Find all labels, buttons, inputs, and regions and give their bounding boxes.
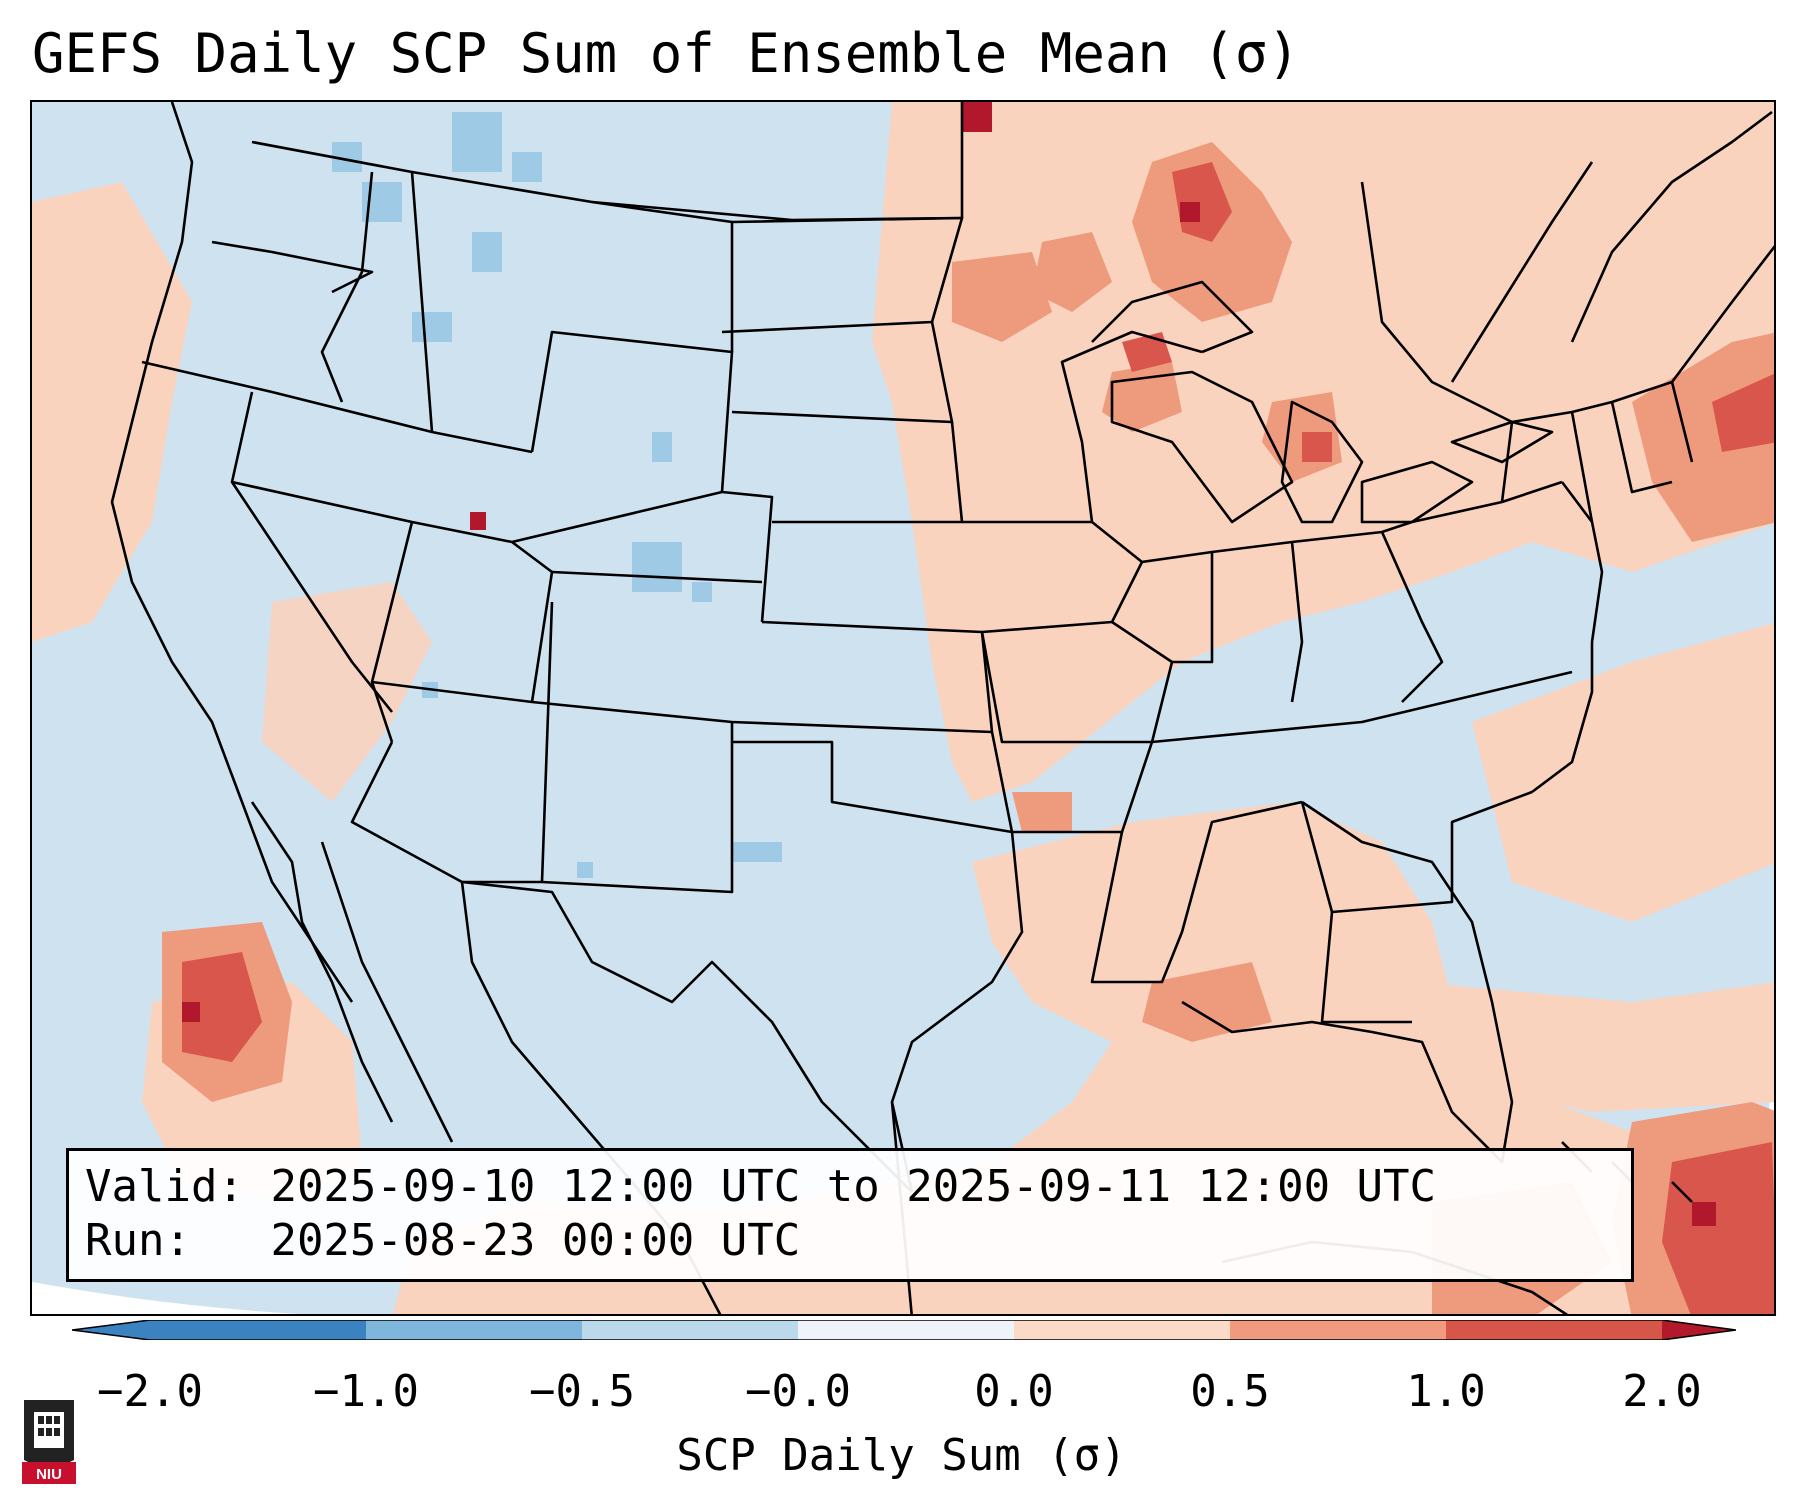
domain-edge-bottom-left (32, 1282, 299, 1314)
colorbar-segment-4 (798, 1320, 1014, 1340)
negative-anomaly-areas (332, 112, 782, 878)
colorbar-tick-label: 0.0 (974, 1366, 1054, 1417)
colorbar-tick-label: −0.0 (745, 1366, 851, 1417)
colorbar-extend-low (72, 1320, 150, 1340)
colorbar-tick-label: 2.0 (1622, 1366, 1702, 1417)
colorbar-label: SCP Daily Sum (σ) (676, 1430, 1127, 1481)
colorbar-segment-2 (366, 1320, 582, 1340)
niu-shield-icon: NIU (20, 1390, 78, 1486)
run-value: 2025-08-23 00:00 UTC (270, 1215, 801, 1266)
valid-label: Valid: (85, 1161, 244, 1212)
colorbar-tick-label: 1.0 (1406, 1366, 1486, 1417)
colorbar-tick-label: −0.5 (529, 1366, 635, 1417)
colorbar-segment-3 (582, 1320, 798, 1340)
colorbar-tick-label: −1.0 (313, 1366, 419, 1417)
colorbar-svg (71, 1319, 1737, 1341)
colorbar (71, 1319, 1737, 1341)
colorbar-tick-label: −2.0 (97, 1366, 203, 1417)
valid-line: Valid: 2025-09-10 12:00 UTC to 2025-09-1… (85, 1161, 1436, 1212)
valid-value: 2025-09-10 12:00 UTC to 2025-09-11 12:00… (270, 1161, 1437, 1212)
colorbar-extend-high (1662, 1320, 1736, 1340)
boundary-lines (110, 102, 1774, 1314)
colorbar-segment-6 (1230, 1320, 1446, 1340)
run-label: Run: (85, 1215, 191, 1266)
colorbar-segment-1 (150, 1320, 366, 1340)
logo-text: NIU (36, 1466, 62, 1483)
colorbar-tick-label: 0.5 (1190, 1366, 1270, 1417)
run-line: Run: 2025-08-23 00:00 UTC (85, 1215, 800, 1266)
chart-title: GEFS Daily SCP Sum of Ensemble Mean (σ) (32, 22, 1300, 85)
colorbar-segment-7 (1446, 1320, 1662, 1340)
valid-info-box: Valid: 2025-09-10 12:00 UTC to 2025-09-1… (66, 1148, 1634, 1282)
logo-svg: NIU (22, 1400, 76, 1484)
map-svg (32, 102, 1774, 1314)
map-panel (30, 100, 1776, 1316)
colorbar-segment-5 (1014, 1320, 1230, 1340)
